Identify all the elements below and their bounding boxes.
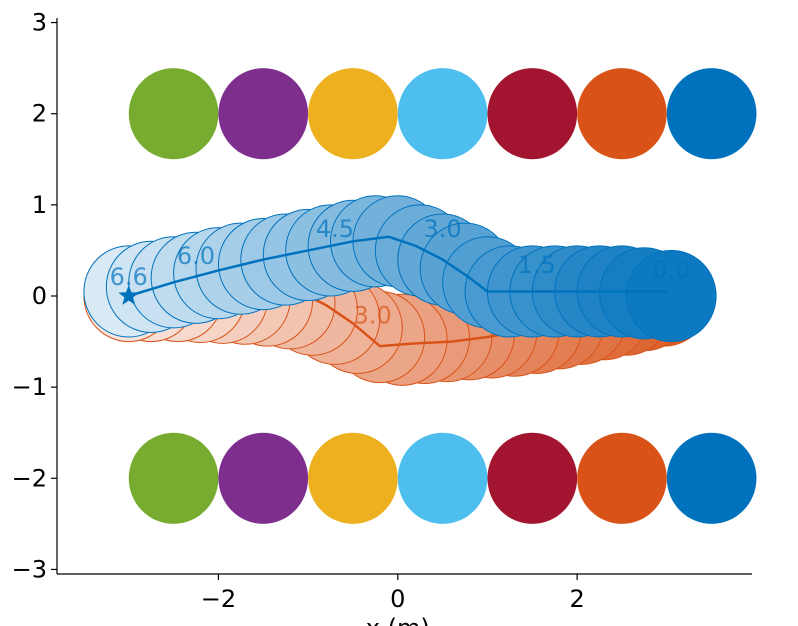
- static-obstacle: [308, 68, 398, 160]
- goal-star-marker: [118, 285, 140, 305]
- static-obstacle: [218, 68, 309, 160]
- x-tick-label: −2: [201, 585, 236, 613]
- y-tick-label: 1: [32, 191, 47, 219]
- y-tick-label: 2: [32, 100, 47, 128]
- static-obstacle: [308, 432, 398, 524]
- static-obstacle: [577, 432, 667, 524]
- static-obstacle: [218, 432, 309, 524]
- static-obstacle: [487, 432, 578, 524]
- agent-1: 6.66.04.5 3.01.5 0.0: [83, 195, 717, 343]
- static-obstacle: [666, 68, 757, 160]
- y-tick-label: −1: [12, 373, 47, 401]
- time-label: 3.0: [354, 301, 392, 329]
- static-obstacle: [397, 68, 488, 160]
- static-obstacle: [666, 432, 757, 524]
- y-tick-label: 3: [32, 9, 47, 37]
- agent-footprint: [625, 249, 717, 343]
- static-obstacles-layer: [128, 68, 757, 524]
- time-label: 0.0: [652, 256, 690, 284]
- static-obstacle: [128, 432, 219, 524]
- agents-layer: 0.06.04.53.01.56.66.66.04.53.01.50.0: [83, 195, 717, 386]
- static-obstacle: [128, 68, 219, 160]
- static-obstacle: [577, 68, 667, 160]
- agent-path-line: [128, 235, 667, 298]
- x-tick-label: 2: [569, 585, 584, 613]
- axes-layer: −2 0 2 −3 −2 −1 0 1 2 3: [12, 9, 752, 613]
- y-tick-label: −2: [12, 464, 47, 492]
- time-label: 3.0: [424, 215, 462, 243]
- time-label: 1.5: [518, 251, 556, 279]
- time-label: 4.5: [316, 215, 354, 243]
- static-obstacle: [397, 432, 488, 524]
- static-obstacle: [487, 68, 578, 160]
- y-tick-label: −3: [12, 555, 47, 583]
- x-tick-label: 0: [390, 585, 405, 613]
- y-tick-label: 0: [32, 282, 47, 310]
- time-label: 6.0: [177, 242, 215, 270]
- x-axis-label: x (m): [366, 614, 430, 626]
